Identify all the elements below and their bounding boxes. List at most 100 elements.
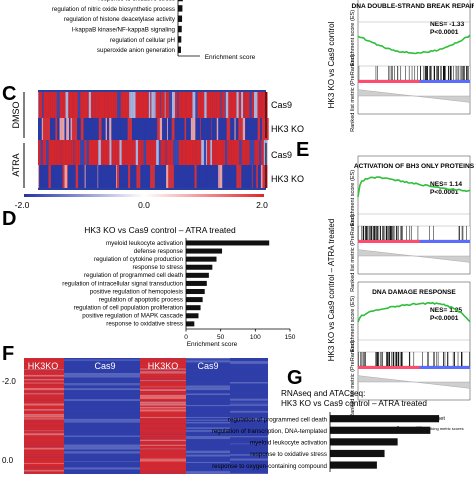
bar: [186, 313, 199, 319]
gsea-nes: NES= -1.33: [430, 21, 465, 28]
heatmap-c-group-atra: ATRA: [11, 153, 21, 176]
x-tick-label: 150: [285, 334, 296, 341]
heatmap-c-group-brackets: [23, 92, 267, 188]
heatmap-c-row-label: HK3 KO: [271, 124, 304, 134]
bar-label: regulation of intracellular signal trans…: [62, 280, 183, 287]
gsea-curve: [357, 34, 471, 55]
bar: [330, 426, 431, 434]
bar: [178, 0, 183, 2]
x-tick-label: 50: [217, 334, 225, 341]
panel-letter-d: D: [2, 208, 16, 230]
heatmap-f: [24, 358, 268, 476]
heatmap-f-scale-label: 0.0: [2, 456, 14, 465]
bar: [186, 256, 217, 262]
bar: [330, 438, 398, 446]
bar-label: regulation of apoptotic process: [99, 296, 183, 303]
bar-label: response to stress: [132, 264, 183, 271]
bar-label: positive regulation of hemopoiesis: [90, 288, 183, 295]
bar-label: regulation of transcription, DNA-templat…: [212, 428, 328, 435]
bar-label: superoxide anion generation: [97, 47, 176, 54]
bar: [330, 415, 440, 423]
gsea-y-label: Ranked list metric (PreRanked): [350, 54, 356, 132]
bar-label: regulation of cellular pH: [110, 37, 175, 44]
bar-label: response to oxidative stress: [98, 0, 175, 2]
gsea-rank-metric: [357, 375, 471, 389]
panel-e-side-label-bottom: HK3 KO vs Cas9 control – ATRA treated: [327, 219, 336, 362]
x-tick-label: 0: [184, 334, 188, 341]
heatmap-c: [38, 90, 269, 190]
gsea-y-label: Ranked list metric (PreRanked): [350, 340, 356, 418]
bar-label: response to oxidative stress: [106, 321, 183, 328]
bar: [178, 46, 181, 53]
gsea-plot: DNA DOUBLE-STRAND BREAK REPAIR NES= -1.33…: [350, 0, 474, 132]
heatmap-c-group-dmso: DMSO: [11, 102, 21, 129]
bar-label: regulation of cell population proliferat…: [74, 305, 184, 312]
bar-label: defense response: [134, 248, 184, 255]
gsea-nes: NES= 1.35: [430, 307, 462, 314]
gsea-plot: DNA DAMAGE RESPONSE NES= 1.35P<0.0001 Enri…: [350, 281, 471, 418]
bar: [186, 321, 195, 327]
bar-label: response to oxygen-containing compound: [212, 463, 327, 470]
gsea-title: DNA DOUBLE-STRAND BREAK REPAIR: [352, 3, 474, 10]
bar: [186, 248, 223, 254]
heatmap-c-color-scale: [24, 194, 264, 197]
panel-e-side-label-top: HK3 KO vs Cas9 control: [327, 21, 336, 108]
heatmap-c-row-label: HK3 KO: [271, 174, 304, 184]
heatmap-f-scale-label: -2.0: [2, 377, 16, 386]
bar: [186, 240, 270, 246]
bar-label: regulation of nitric oxide biosynthetic …: [52, 6, 175, 13]
bar: [186, 264, 213, 270]
gsea-y-label: Enrichment score (ES): [350, 10, 356, 66]
bar: [330, 449, 385, 458]
heatmap-f-col-label: Cas9: [197, 361, 218, 371]
bar-label: regulation of programmed cell death: [228, 416, 328, 423]
panel-letter-c: C: [2, 83, 16, 105]
gsea-rank-metric: [357, 249, 471, 263]
gsea-curve: [357, 301, 471, 323]
bar-label: positive regulation of MAPK cascade: [82, 313, 183, 320]
scale-tick: -2.0: [15, 200, 30, 210]
bar-label: regulation of programmed cell death: [84, 272, 184, 279]
bar: [186, 305, 201, 311]
heatmap-f-col-label: HK3KO: [28, 361, 59, 371]
bar: [178, 15, 183, 22]
bar-label: myeloid leukocyte activation: [250, 440, 328, 447]
bar: [178, 36, 182, 43]
gsea-title: DNA DAMAGE RESPONSE: [372, 289, 456, 296]
heatmap-c-row-label: Cas9: [271, 100, 292, 110]
bar: [186, 289, 205, 295]
panel-g-title-1: RNAseq and ATACseq:: [281, 389, 365, 398]
panel-letter-g: G: [287, 367, 303, 389]
x-tick-label: 100: [250, 334, 261, 341]
bar-label: I-kappaB kinase/NF-kappaB signaling: [71, 26, 175, 33]
gsea-y-label: Enrichment score (ES): [350, 170, 356, 226]
scale-tick: 2.0: [256, 200, 268, 210]
panel-g-bar-chart: regulation of programmed cell death regul…: [212, 412, 440, 472]
gsea-plot: ACTIVATION OF BH3 ONLY PROTEINS NES= 1.14…: [350, 155, 474, 292]
bar: [178, 5, 183, 12]
panel-g-title-2: HK3 KO vs Cas9 control – ATRA treated: [281, 399, 427, 408]
bar: [186, 280, 207, 286]
gsea-legend-item: Ranking metric scores: [424, 426, 464, 431]
panel-e-gsea-plots: DNA DOUBLE-STRAND BREAK REPAIR NES= -1.33…: [350, 0, 474, 431]
panel-d-title: HK3 KO vs Cas9 control – ATRA treated: [84, 225, 236, 235]
panel-d-xlabel: Enrichment score: [187, 341, 238, 348]
heatmap-f-col-label: HK3KO: [148, 361, 179, 371]
gsea-pvalue: P<0.0001: [430, 315, 459, 322]
gsea-pvalue: P<0.0001: [430, 189, 459, 196]
bar-label: regulation of cytokine production: [94, 256, 184, 263]
heatmap-c-row-label: Cas9: [271, 150, 292, 160]
bar: [330, 461, 377, 469]
bar-label: response to oxidative stress: [250, 451, 327, 458]
heatmap-f-col-label: Cas9: [94, 361, 115, 371]
top-left-bar-panel: response to oxidative stress regulation o…: [52, 0, 200, 57]
bar: [186, 272, 209, 278]
gsea-y-label: Ranked list metric (PreRanked): [350, 214, 356, 292]
gsea-title: ACTIVATION OF BH3 ONLY PROTEINS: [354, 163, 474, 170]
bar: [186, 297, 203, 303]
gsea-nes: NES= 1.14: [430, 181, 462, 188]
panel-letter-e: E: [296, 139, 309, 161]
bar-label: regulation of histone deacetylase activi…: [64, 16, 176, 23]
